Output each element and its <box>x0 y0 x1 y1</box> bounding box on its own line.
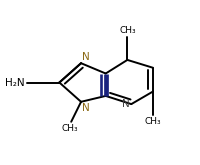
Text: CH₃: CH₃ <box>144 117 161 126</box>
Text: N: N <box>82 52 90 62</box>
Text: N: N <box>82 103 90 113</box>
Text: N: N <box>122 99 129 109</box>
Text: CH₃: CH₃ <box>62 124 78 133</box>
Text: CH₃: CH₃ <box>118 26 135 35</box>
Text: H₂N: H₂N <box>5 78 25 87</box>
